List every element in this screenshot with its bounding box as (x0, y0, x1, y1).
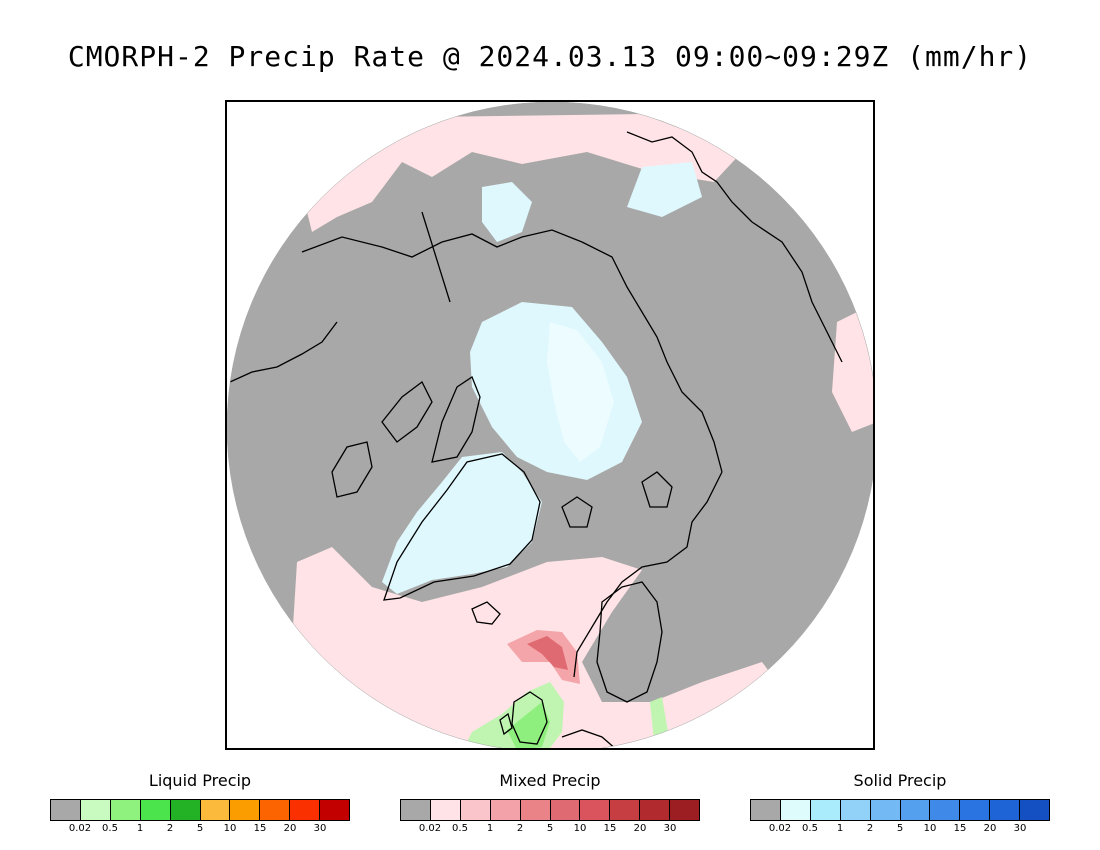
legend-swatch (870, 800, 901, 820)
legend-liquid-precip: Liquid Precip 0.02 0.5 1 2 5 10 15 20 30 (50, 770, 350, 835)
legend-tick-label: 2 (516, 823, 524, 834)
legend-title: Liquid Precip (148, 771, 252, 790)
legend-swatch (460, 800, 491, 820)
legend-swatch (520, 800, 551, 820)
legend-solid-precip: Solid Precip 0.02 0.5 1 2 5 10 15 20 30 (750, 770, 1050, 835)
legend-tick-label: 1 (136, 823, 144, 834)
mixed-precip-core (527, 636, 568, 670)
liquid-precip-norway (650, 697, 668, 740)
legend-tick-label: 20 (983, 823, 997, 834)
tick-labels: 0.02 0.5 1 2 5 10 15 20 30 (50, 821, 350, 835)
legend-tick-label: 0.5 (102, 823, 118, 834)
legend-tick-label: 1 (836, 823, 844, 834)
legend-swatch (290, 800, 321, 820)
legend-tick-label: 15 (603, 823, 617, 834)
legend-tick-label: 20 (283, 823, 297, 834)
legend-title: Solid Precip (853, 771, 947, 790)
legend-tick-label: 0.02 (768, 823, 792, 834)
legend-swatch (320, 800, 350, 820)
legend-tick-label: 15 (253, 823, 267, 834)
legend-swatch (810, 800, 841, 820)
legend-tick-label: 0.5 (802, 823, 818, 834)
legend-swatch (230, 800, 261, 820)
legend-swatch (640, 800, 671, 820)
legend-tick-label: 10 (573, 823, 587, 834)
legend-tick-label: 5 (196, 823, 204, 834)
legend-swatch (170, 800, 201, 820)
legend-tick-label: 2 (866, 823, 874, 834)
legend-tick-label: 30 (313, 823, 327, 834)
polar-precip-map (227, 102, 873, 748)
legend-tick-label: 20 (633, 823, 647, 834)
legend-swatch (670, 800, 700, 820)
legend-swatch (490, 800, 521, 820)
color-bar (750, 799, 1050, 821)
legend-swatch (610, 800, 641, 820)
legend-swatch (580, 800, 611, 820)
legend-tick-label: 30 (1013, 823, 1027, 834)
legend-tick-label: 10 (223, 823, 237, 834)
legend-swatch (51, 800, 81, 820)
legend-swatch (401, 800, 431, 820)
legend-swatch (110, 800, 141, 820)
legend-swatch (751, 800, 781, 820)
legend-swatch (260, 800, 291, 820)
color-bar (400, 799, 700, 821)
legend-title: Mixed Precip (499, 771, 601, 790)
legend-tick-label: 1 (486, 823, 494, 834)
legend-swatch (80, 800, 111, 820)
legend-tick-label: 30 (663, 823, 677, 834)
greenland-ice (382, 452, 542, 594)
color-bar (50, 799, 350, 821)
tick-labels: 0.02 0.5 1 2 5 10 15 20 30 (400, 821, 700, 835)
legend-tick-label: 0.5 (452, 823, 468, 834)
legend-tick-label: 0.02 (418, 823, 442, 834)
legend-swatch (550, 800, 581, 820)
chart-title: CMORPH-2 Precip Rate @ 2024.03.13 09:00~… (67, 40, 1033, 73)
mixed-precip-pacific (302, 114, 742, 232)
legend-tick-label: 5 (546, 823, 554, 834)
solid-precip-bering (482, 182, 532, 242)
legend-swatch (930, 800, 961, 820)
legend-tick-label: 15 (953, 823, 967, 834)
legend-swatch (900, 800, 931, 820)
legend-swatch (430, 800, 461, 820)
legend-mixed-precip: Mixed Precip 0.02 0.5 1 2 5 10 15 20 30 (400, 770, 700, 835)
legend-tick-label: 2 (166, 823, 174, 834)
coastlines (229, 131, 843, 748)
legend-tick-label: 0.02 (68, 823, 92, 834)
polar-map-frame (225, 100, 875, 750)
solid-precip-core (547, 322, 614, 462)
legend-swatch (990, 800, 1021, 820)
legend-swatch (140, 800, 171, 820)
legend-swatch (840, 800, 871, 820)
legend-swatch (960, 800, 991, 820)
legend-swatch (1020, 800, 1050, 820)
legend-tick-label: 10 (923, 823, 937, 834)
legend-swatch (780, 800, 811, 820)
solid-precip-siberia (627, 162, 702, 217)
mixed-precip-band (507, 630, 580, 684)
tick-labels: 0.02 0.5 1 2 5 10 15 20 30 (750, 821, 1050, 835)
legend-swatch (200, 800, 231, 820)
legend-tick-label: 5 (896, 823, 904, 834)
